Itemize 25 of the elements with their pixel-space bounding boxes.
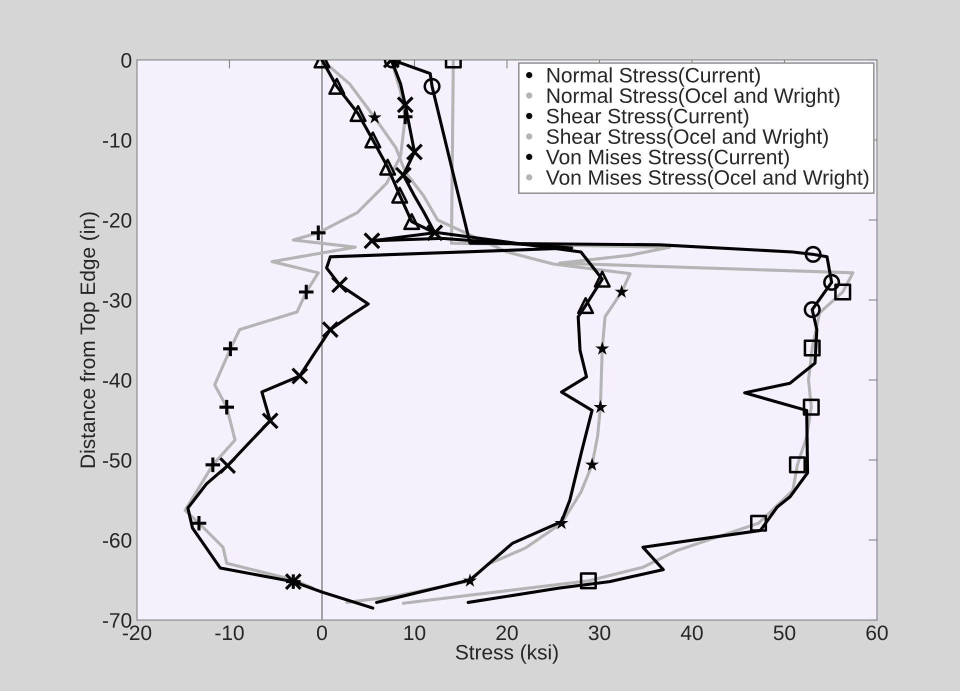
x-tick-label: -10 [215,625,244,640]
y-tick-label: -50 [102,453,132,468]
y-tick-label: -40 [102,373,132,388]
x-axis-title: Stress (ksi) [456,644,558,664]
legend-label: Von Mises Stress(Ocel and Wright) [546,170,868,189]
y-tick-label: -70 [102,613,132,628]
x-tick-label: 0 [317,625,327,640]
y-axis-title: Distance from Top Edge (in) [80,212,100,468]
y-tick-label: -30 [102,293,132,308]
legend-label: Von Mises Stress(Current) [546,149,789,169]
legend-label: Shear Stress(Current) [546,108,748,128]
x-tick-label: 10 [404,625,426,640]
x-tick-label: 40 [680,625,703,640]
legend-label: Normal Stress(Current) [548,67,760,87]
y-tick-label: -60 [102,533,132,548]
x-tick-label: 30 [588,625,610,640]
y-tick-label: -10 [102,132,132,148]
x-tick-label: 60 [866,625,888,640]
y-tick-label: 0 [121,52,132,68]
y-tick-label: -20 [102,212,132,228]
x-tick-label: 20 [496,625,518,640]
legend-label: Shear Stress(Ocel and Wright) [546,128,828,148]
x-tick-label: -20 [122,625,152,640]
legend-label: Normal Stress(Ocel and Wright) [548,88,840,108]
x-tick-label: 50 [774,625,796,640]
